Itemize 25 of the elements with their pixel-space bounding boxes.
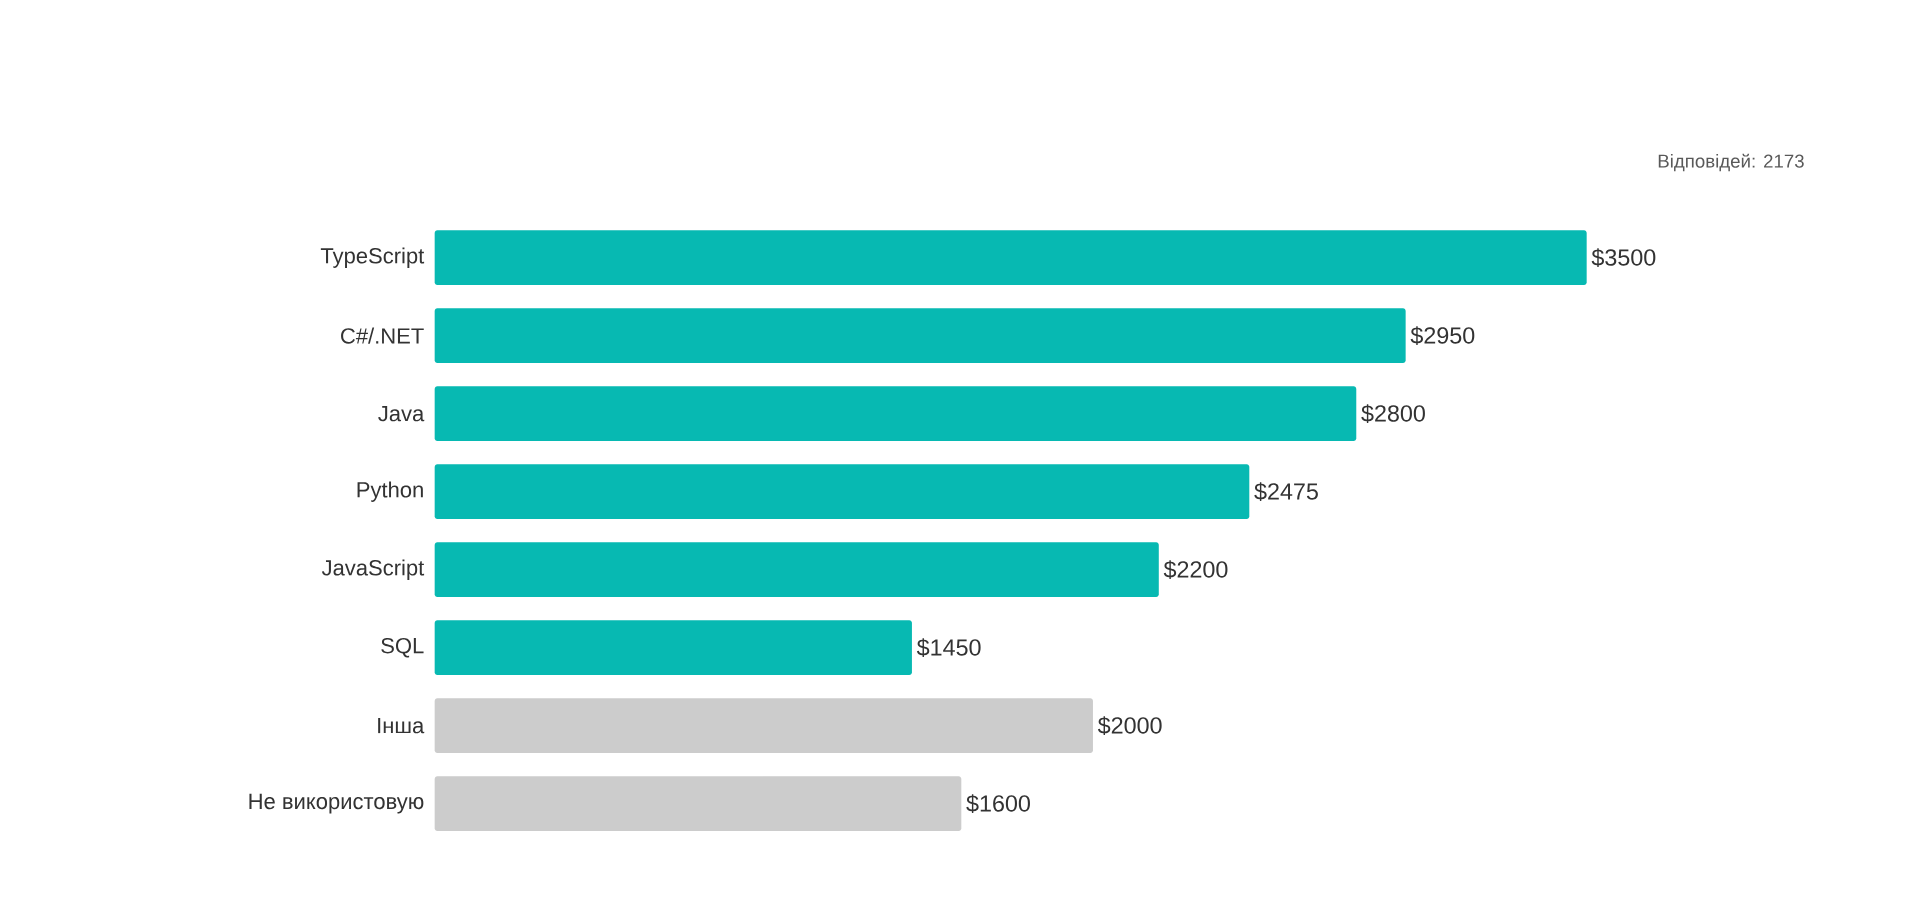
y-tick-label: Не використовую — [249, 793, 424, 814]
data-label: $1600 — [966, 794, 1030, 814]
y-tick-label: Python — [357, 481, 423, 502]
bar — [434, 230, 1587, 285]
data-label: $1450 — [916, 638, 981, 658]
bar — [434, 308, 1406, 363]
bar — [434, 464, 1250, 519]
bar — [434, 698, 1093, 753]
data-label: $3500 — [1591, 248, 1656, 268]
y-tick-label: Інша — [378, 717, 425, 734]
text: Відповідей: 2173 — [1658, 153, 1804, 172]
y-tick-label: Java — [378, 405, 425, 422]
bar — [434, 386, 1357, 441]
data-label: $2200 — [1163, 560, 1228, 580]
y-tick-label: C#/.NET — [341, 327, 424, 344]
data-label: $2000 — [1097, 716, 1162, 736]
data-label: $2800 — [1361, 404, 1425, 424]
bar — [434, 620, 912, 675]
y-tick-label: TypeScript — [320, 247, 425, 268]
y-tick-label: SQL — [381, 637, 424, 658]
data-label: $2475 — [1254, 482, 1318, 502]
bar — [434, 776, 962, 831]
bar — [434, 542, 1159, 597]
data-label: $2950 — [1410, 326, 1475, 346]
y-tick-label: JavaScript — [321, 559, 425, 580]
